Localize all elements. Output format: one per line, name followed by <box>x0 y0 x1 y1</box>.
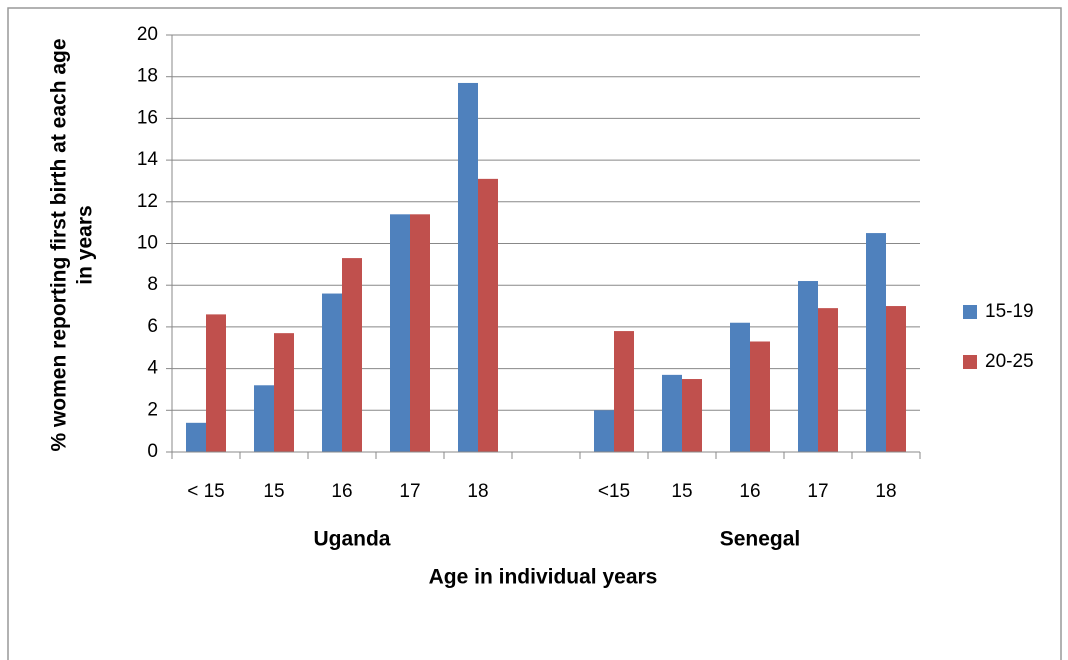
bar <box>682 379 702 452</box>
y-tick-label: 0 <box>147 441 158 462</box>
bar <box>342 258 362 452</box>
bar <box>254 385 274 452</box>
y-tick-label: 6 <box>147 316 158 337</box>
group-label: Uganda <box>313 528 390 551</box>
legend-label: 15-19 <box>985 301 1034 322</box>
legend-label: 20-25 <box>985 351 1034 372</box>
bar <box>750 341 770 452</box>
bar <box>594 410 614 452</box>
x-tick-label: 18 <box>875 481 896 502</box>
bar <box>206 314 226 452</box>
x-tick-label: <15 <box>598 481 630 502</box>
y-tick-label: 14 <box>137 149 159 170</box>
y-tick-label: 4 <box>147 358 158 379</box>
y-axis-label: % women reporting first birth at each ag… <box>48 38 97 451</box>
x-tick-label: 18 <box>467 481 488 502</box>
x-tick-label: 15 <box>671 481 692 502</box>
legend-swatch <box>963 305 977 319</box>
y-tick-label: 2 <box>147 399 158 420</box>
bar <box>186 422 206 452</box>
y-tick-label: 12 <box>137 191 158 212</box>
y-tick-label: 10 <box>137 233 158 254</box>
bar <box>818 308 838 452</box>
x-tick-label: 17 <box>807 481 828 502</box>
bar <box>662 374 682 452</box>
bar <box>274 333 294 452</box>
x-axis-label: Age in individual years <box>429 566 658 589</box>
bar <box>614 331 634 452</box>
x-tick-label: 16 <box>739 481 760 502</box>
bar <box>730 322 750 452</box>
x-tick-label: 17 <box>399 481 420 502</box>
bar <box>866 233 886 452</box>
chart-frame <box>7 7 1062 660</box>
bar <box>798 281 818 452</box>
y-tick-label: 16 <box>137 107 158 128</box>
bar <box>478 178 498 453</box>
bar <box>390 214 410 452</box>
y-tick-label: 8 <box>147 274 158 295</box>
bar <box>886 306 906 452</box>
y-tick-label: 20 <box>137 24 158 45</box>
y-axis-label-line: in years <box>74 205 97 284</box>
x-tick-label: < 15 <box>187 481 225 502</box>
group-label: Senegal <box>720 528 801 551</box>
bar <box>458 82 478 452</box>
x-tick-label: 15 <box>263 481 284 502</box>
bar <box>410 214 430 452</box>
y-axis-label-line: % women reporting first birth at each ag… <box>48 38 71 451</box>
y-tick-label: 18 <box>137 66 158 87</box>
x-tick-label: 16 <box>331 481 352 502</box>
bar <box>322 293 342 452</box>
legend-swatch <box>963 355 977 369</box>
